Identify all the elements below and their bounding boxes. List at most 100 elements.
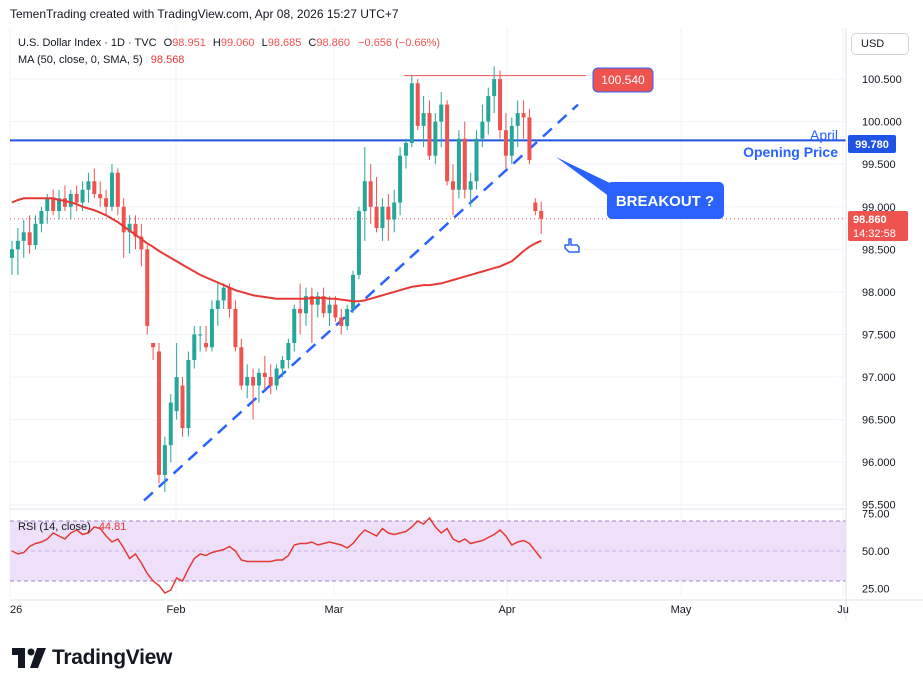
callout-pointer xyxy=(556,157,614,200)
ma-value: 98.568 xyxy=(151,54,185,66)
candle-body xyxy=(445,104,450,182)
rsi-panel xyxy=(10,508,846,594)
candle-body xyxy=(509,125,514,156)
candle-body xyxy=(109,172,114,207)
legend-low-label: L xyxy=(262,37,268,49)
price-tick-label: 99.500 xyxy=(862,159,896,171)
candle-body xyxy=(427,113,432,156)
candle-body xyxy=(274,368,279,386)
candle-body xyxy=(68,194,73,207)
candle-body xyxy=(186,360,191,429)
candle-body xyxy=(256,372,261,386)
candle-body xyxy=(309,296,314,305)
candle-body xyxy=(527,117,532,160)
candle-body xyxy=(386,206,391,220)
candle-body xyxy=(92,181,97,195)
current-price-tag: 98.860 14:32:58 xyxy=(848,211,908,241)
candle-body xyxy=(45,198,50,212)
rsi-label: RSI (14, close) xyxy=(18,521,91,533)
ascending-trendline[interactable] xyxy=(143,103,579,502)
candle-body xyxy=(268,377,273,386)
candle-body xyxy=(421,113,426,126)
candle-body xyxy=(403,142,408,156)
candle-body xyxy=(145,249,150,326)
candle-body xyxy=(339,317,344,326)
candle-body xyxy=(327,304,332,314)
cursor-hand-icon xyxy=(564,238,580,253)
price-tick-label: 96.500 xyxy=(862,415,896,427)
callout-text: BREAKOUT ? xyxy=(616,193,714,210)
rsi-tick-label: 75.00 xyxy=(862,509,890,521)
candle-body xyxy=(245,377,250,386)
currency-button[interactable]: USD xyxy=(851,33,909,55)
candle-body xyxy=(62,198,67,207)
time-tick-label: Ju xyxy=(837,604,849,616)
candle-body xyxy=(27,232,32,246)
candle-body xyxy=(456,138,461,190)
candle-body xyxy=(33,223,38,246)
candles xyxy=(10,66,544,492)
candle-body xyxy=(233,308,238,348)
tradingview-logo-icon xyxy=(12,648,46,668)
current-price-text: 98.860 xyxy=(853,214,887,226)
april-price-tag-text: 99.780 xyxy=(855,139,889,151)
candle-body xyxy=(157,351,161,475)
rsi-tick-label: 25.00 xyxy=(862,584,890,596)
candle-body xyxy=(462,138,467,190)
time-axis[interactable]: 26 Feb Mar Apr May Ju xyxy=(10,599,923,616)
price-tick-label: 97.500 xyxy=(862,329,896,341)
legend-open-label: O xyxy=(164,37,173,49)
candle-body xyxy=(315,296,320,305)
candle-body xyxy=(15,240,20,250)
candle-body xyxy=(451,181,455,190)
candle-body xyxy=(474,138,479,182)
candle-body xyxy=(215,300,220,309)
candle-body xyxy=(321,296,326,314)
price-tick-label: 96.000 xyxy=(862,457,896,469)
candle-body xyxy=(292,308,297,343)
candle-body xyxy=(298,308,303,314)
price-tick-label: 98.000 xyxy=(862,287,896,299)
current-price-tag-box xyxy=(848,211,908,241)
candle-body xyxy=(433,121,438,156)
candle-body xyxy=(345,308,350,326)
candle-body xyxy=(539,211,544,219)
candle-body xyxy=(468,181,473,190)
candle-body xyxy=(104,198,109,207)
candle-body xyxy=(280,360,285,369)
candle-body xyxy=(392,202,397,220)
candle-body xyxy=(415,83,420,126)
currency-button-label: USD xyxy=(861,38,885,50)
dxy-daily-chart: April Opening Price BREAKOUT ? 100.540 1… xyxy=(9,28,923,620)
breakout-callout: BREAKOUT ? xyxy=(556,157,724,219)
hand-icon-shape xyxy=(564,238,580,253)
april-price-tag: 99.780 xyxy=(848,135,896,153)
legend-low: 98.685 xyxy=(268,37,302,49)
price-tick-label: 99.000 xyxy=(862,202,896,214)
candle-body xyxy=(180,385,185,429)
candle-body xyxy=(351,274,356,309)
candle-body xyxy=(21,232,26,241)
candle-body xyxy=(409,83,414,143)
rsi-value: 44.81 xyxy=(99,521,127,533)
candle-body xyxy=(286,342,291,361)
candle-body xyxy=(374,206,379,229)
legend-high: 99.060 xyxy=(221,37,255,49)
april-label-line-2: Opening Price xyxy=(743,144,838,160)
candle-body xyxy=(74,194,79,203)
candle-body xyxy=(121,206,126,233)
price-legend: U.S. Dollar Index · 1D · TVC O98.951 H99… xyxy=(18,37,440,533)
candle-body xyxy=(368,181,373,207)
candle-body xyxy=(209,308,214,348)
price-tick-label: 100.000 xyxy=(862,117,902,129)
ma-label: MA (50, close, 0, SMA, 5) xyxy=(18,54,143,66)
time-tick-label: Feb xyxy=(167,604,186,616)
legend-symbol: U.S. Dollar Index · 1D · TVC xyxy=(18,37,157,49)
candle-body xyxy=(398,155,403,203)
candle-body xyxy=(98,194,103,199)
candle-body xyxy=(57,198,62,212)
candle-body xyxy=(239,347,244,386)
legend-change: −0.656 (−0.66%) xyxy=(358,37,440,49)
price-axis[interactable]: 100.500 100.000 99.500 99.000 98.500 98.000 97… xyxy=(845,28,902,620)
chart-credit: TemenTrading created with TradingView.co… xyxy=(10,7,399,21)
